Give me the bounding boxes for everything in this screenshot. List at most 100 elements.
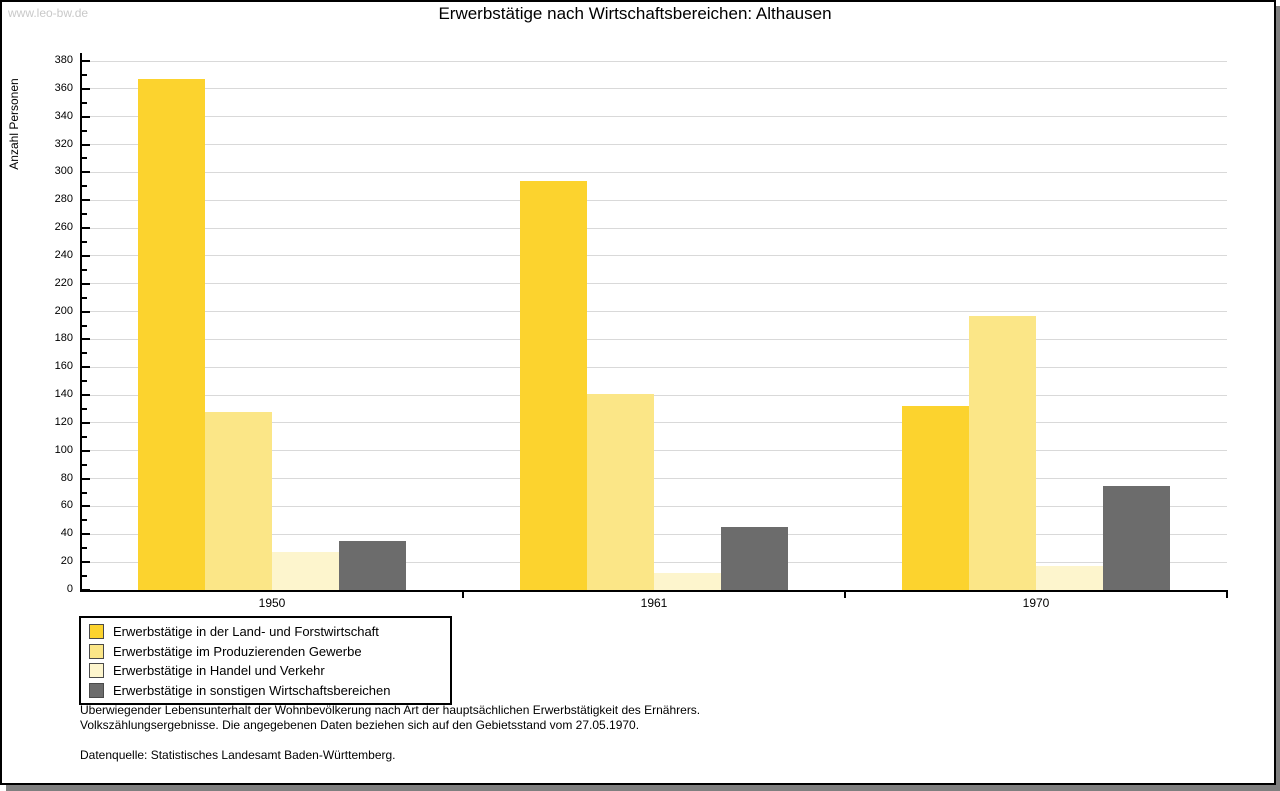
y-major-tick (82, 171, 90, 174)
y-tick-label: 320 (54, 137, 73, 150)
gridline (81, 283, 1227, 285)
y-major-tick (82, 589, 90, 591)
y-minor-tick (82, 463, 87, 466)
gridline (81, 366, 1227, 368)
x-tick-label-1970: 1970 (1022, 596, 1050, 610)
bar-series4-1950 (339, 541, 406, 590)
legend-label: Erwerbstätige in sonstigen Wirtschaftsbe… (113, 682, 391, 698)
y-axis-line (80, 53, 82, 592)
y-major-tick (82, 394, 90, 397)
gridline (81, 450, 1227, 452)
y-minor-tick (82, 408, 87, 411)
y-minor-tick (82, 519, 87, 522)
y-tick-label: 240 (54, 248, 73, 261)
gridline (81, 116, 1227, 118)
bar-series1-1961 (520, 180, 587, 590)
gridline (81, 561, 1227, 563)
legend-label: Erwerbstätige in der Land- und Forstwirt… (113, 624, 379, 640)
y-major-tick (82, 477, 90, 480)
gridline (81, 394, 1227, 396)
bar-series1-1970 (902, 406, 969, 590)
y-minor-tick (82, 352, 87, 355)
y-major-tick (82, 449, 90, 452)
watermark-url: www.leo-bw.de (8, 6, 89, 20)
data-source-text: Datenquelle: Statistisches Landesamt Bad… (80, 748, 396, 762)
y-major-tick (82, 505, 90, 508)
y-major-tick (82, 115, 90, 118)
y-tick-label: 0 (66, 583, 73, 595)
bar-series2-1950 (205, 411, 272, 590)
gridline (81, 311, 1227, 313)
bar-series1-1950 (138, 79, 205, 590)
x-tick (844, 592, 846, 598)
gridline (81, 478, 1227, 480)
gridline (81, 171, 1227, 173)
legend-item-sonstige-bereiche: Erwerbstätige in sonstigen Wirtschaftsbe… (81, 681, 450, 701)
gridline (81, 255, 1227, 257)
y-minor-tick (82, 324, 87, 327)
y-minor-tick (82, 240, 87, 243)
y-major-tick (82, 227, 90, 230)
y-tick-label: 280 (54, 193, 73, 206)
gridline (81, 88, 1227, 90)
y-minor-tick (82, 185, 87, 188)
y-major-tick (82, 338, 90, 341)
y-tick-label: 180 (54, 332, 73, 345)
x-tick-label-1950: 1950 (258, 596, 286, 610)
y-tick-label: 120 (54, 415, 73, 428)
legend-label: Erwerbstätige im Produzierenden Gewerbe (113, 643, 362, 659)
y-tick-label: 140 (54, 388, 73, 401)
y-major-tick (82, 199, 90, 202)
legend-swatch-series3 (89, 663, 104, 679)
bar-series3-1950 (272, 552, 339, 590)
y-tick-label: 360 (54, 81, 73, 94)
y-major-tick (82, 60, 90, 62)
legend-item-produzierendes-gewerbe: Erwerbstätige im Produzierenden Gewerbe (81, 642, 450, 662)
y-major-tick (82, 254, 90, 257)
x-tick (1226, 592, 1228, 598)
y-major-tick (82, 421, 90, 424)
y-major-tick (82, 87, 90, 90)
y-minor-tick (82, 157, 87, 160)
footnote-line2: Volkszählungsergebnisse. Die angegebenen… (80, 717, 640, 732)
y-tick-label: 300 (54, 165, 73, 178)
gridline (81, 60, 1227, 62)
y-tick-label: 80 (60, 471, 73, 484)
y-tick-label: 20 (60, 555, 73, 568)
y-minor-tick (82, 547, 87, 550)
bar-series4-1961 (721, 527, 788, 590)
y-axis-label: Anzahl Personen (7, 78, 21, 170)
y-major-tick (82, 282, 90, 285)
x-tick-label-1961: 1961 (640, 596, 668, 610)
y-minor-tick (82, 380, 87, 383)
y-minor-tick (82, 435, 87, 438)
bar-series3-1970 (1036, 566, 1103, 590)
gridline (81, 422, 1227, 424)
y-minor-tick (82, 575, 87, 578)
page-title: Erwerbstätige nach Wirtschaftsbereichen:… (438, 4, 832, 23)
y-tick-label: 100 (54, 443, 73, 456)
bar-series2-1961 (587, 393, 654, 590)
x-axis-line (80, 590, 1228, 592)
gridline (81, 533, 1227, 535)
x-tick (462, 592, 464, 598)
y-major-tick (82, 561, 90, 564)
y-tick-label: 380 (54, 54, 73, 66)
bar-series3-1961 (654, 573, 721, 590)
gridline (81, 227, 1227, 229)
y-tick-label: 260 (54, 221, 73, 234)
y-major-tick (82, 533, 90, 536)
legend-item-handel-verkehr: Erwerbstätige in Handel und Verkehr (81, 661, 450, 681)
legend-swatch-series1 (89, 624, 104, 640)
y-major-tick (82, 366, 90, 369)
y-minor-tick (82, 491, 87, 494)
y-tick-label: 340 (54, 109, 73, 122)
footnote-text: Überwiegender Lebensunterhalt der Wohnbe… (80, 703, 700, 732)
y-major-tick (82, 310, 90, 313)
legend-label: Erwerbstätige in Handel und Verkehr (113, 663, 325, 679)
y-major-tick (82, 143, 90, 146)
y-minor-tick (82, 296, 87, 299)
legend-box: Erwerbstätige in der Land- und Forstwirt… (79, 616, 452, 705)
y-tick-label: 220 (54, 276, 73, 289)
